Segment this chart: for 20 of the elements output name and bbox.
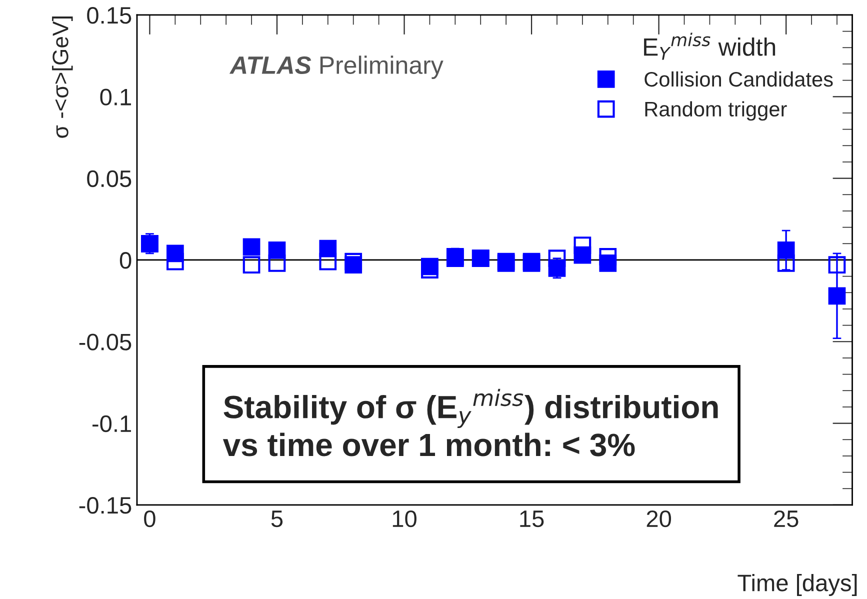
x-tick-label: 15 (520, 510, 544, 528)
y-tick-label: 0.1 (100, 88, 131, 106)
y-axis-title: σ -<σ>[GeV] (52, 16, 73, 138)
y-tick-label: -0.15 (79, 497, 132, 514)
legend-label: Collision Candidates (644, 71, 833, 87)
y-tick-label: -0.1 (92, 415, 131, 432)
y-tick-label: 0 (120, 252, 132, 269)
annotation: ATLAS Preliminary (229, 56, 444, 79)
y-tick-label: 0.05 (87, 170, 132, 188)
x-tick-label: 5 (271, 510, 283, 528)
x-tick-label: 10 (392, 510, 416, 528)
x-tick-label: 20 (646, 510, 672, 528)
x-axis-title: Time [days] (738, 574, 857, 596)
annotation: Stability of σ (E$_{y}$$^{miss}$) distribution vs time over 1 month: < 3% (222, 388, 718, 456)
y-tick-label: -0.05 (79, 334, 132, 350)
legend-label: Random trigger (645, 101, 787, 121)
x-tick-label: 25 (774, 510, 798, 528)
legend-title: E$_{Y}$$^{miss}$ width (644, 32, 776, 60)
y-tick-label: 0.15 (87, 7, 132, 24)
x-tick-label: 0 (144, 510, 156, 528)
